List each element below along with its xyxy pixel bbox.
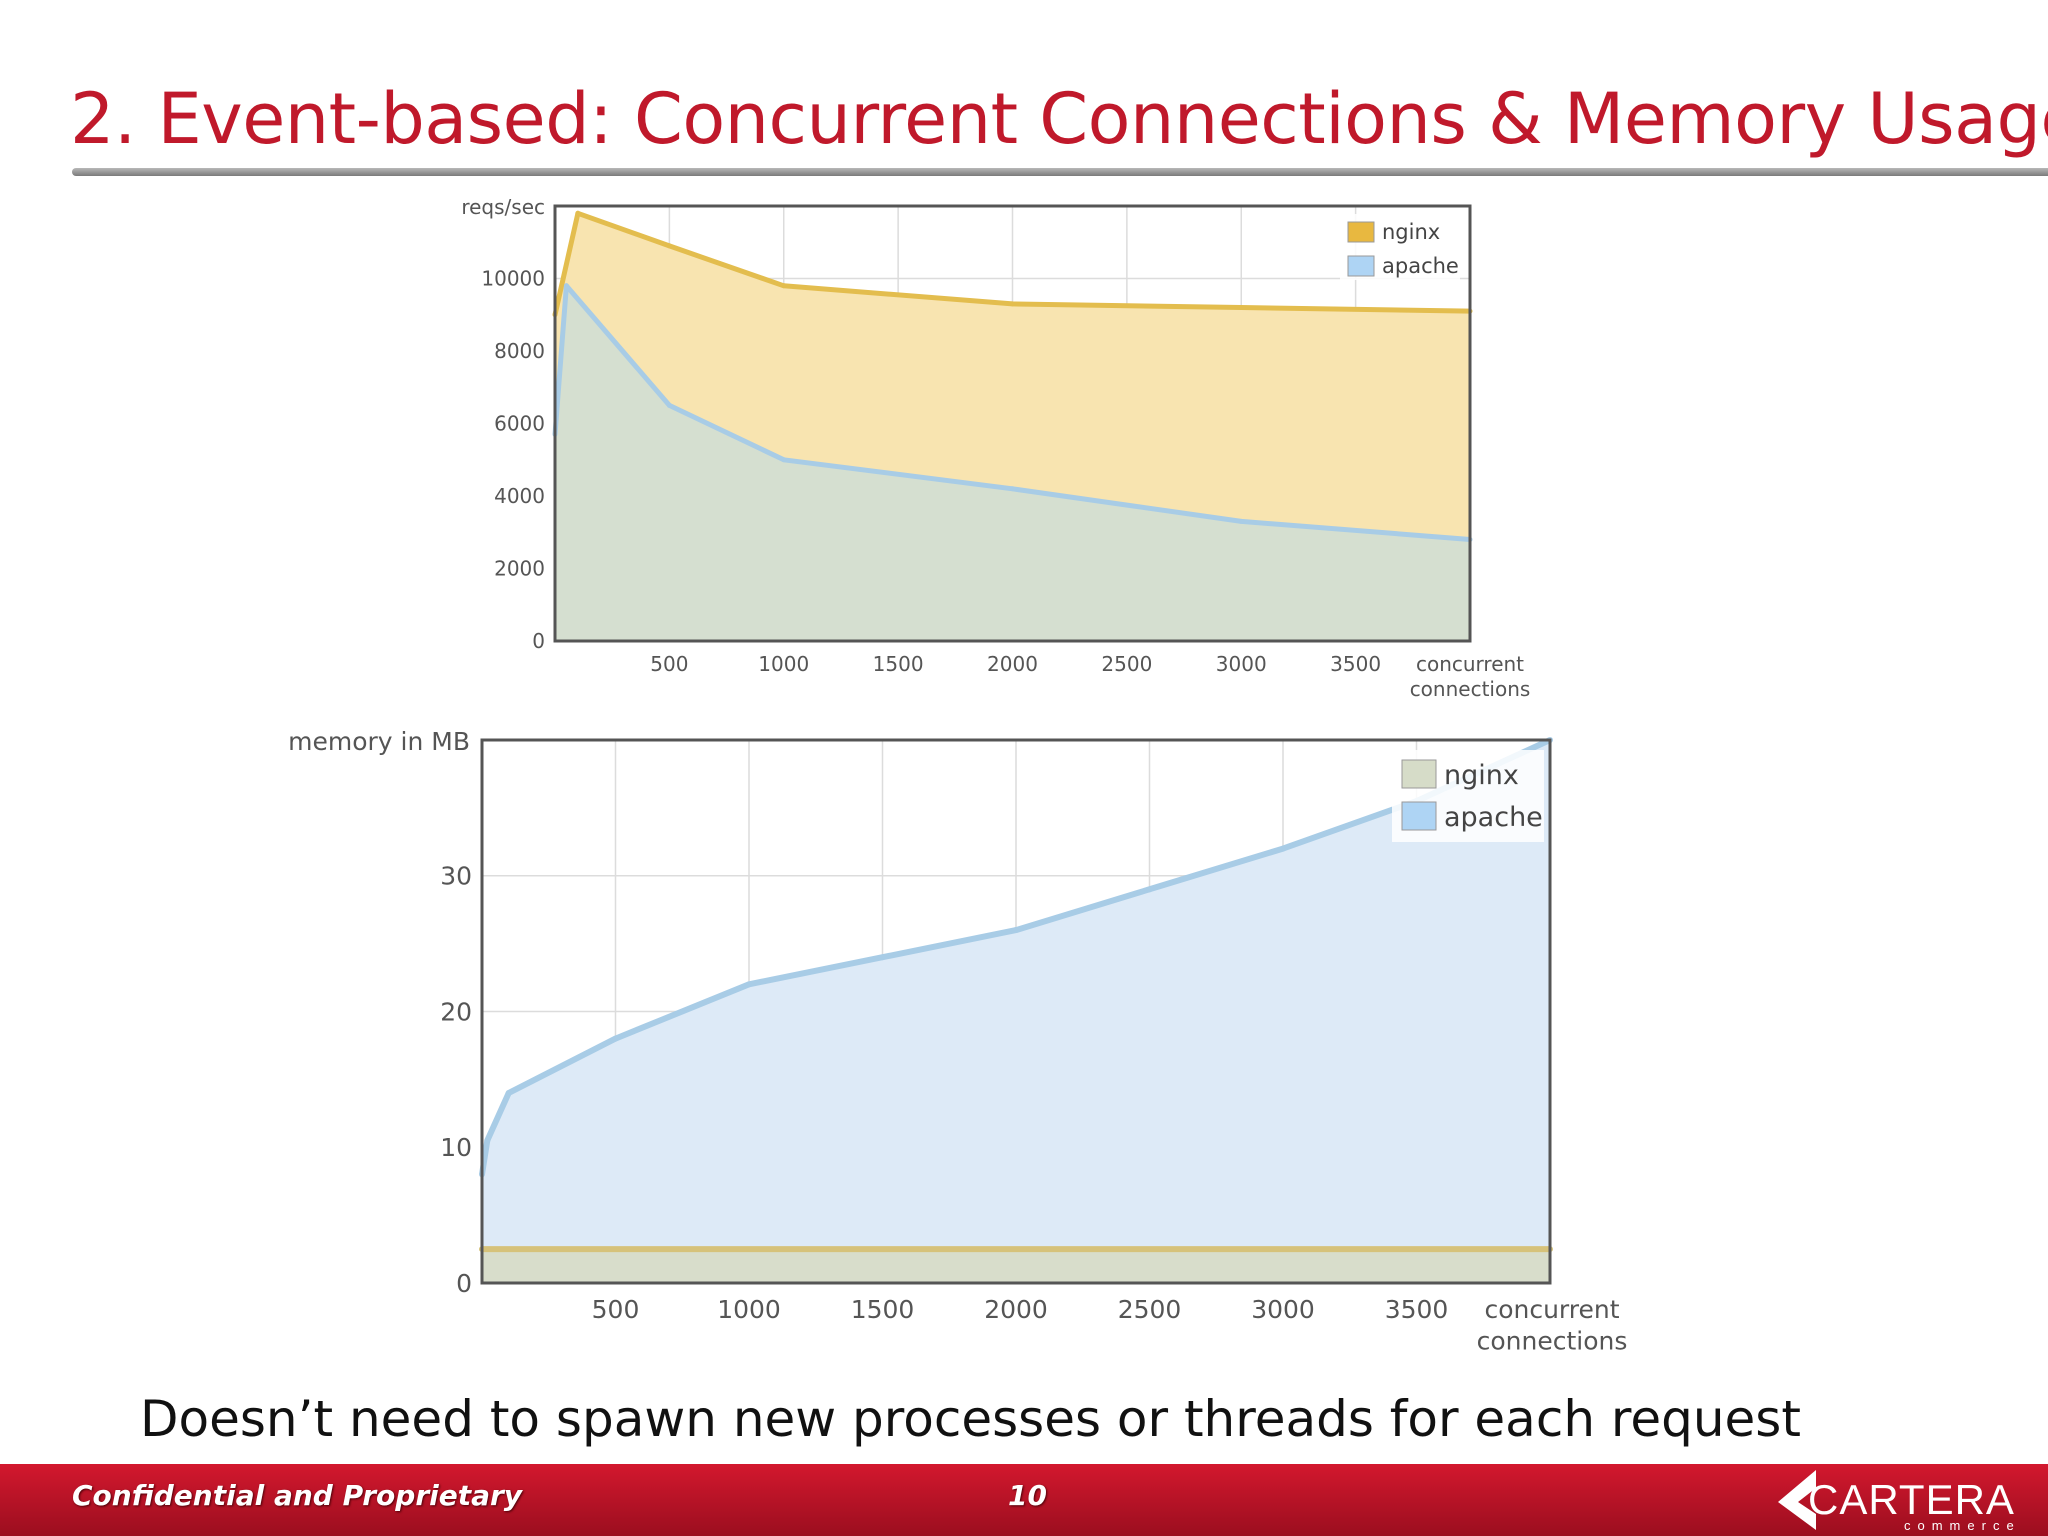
data-point-apache xyxy=(484,1137,491,1144)
legend-label-apache: apache xyxy=(1444,802,1543,833)
x-tick-label: 500 xyxy=(592,1295,640,1324)
data-point-apache xyxy=(746,981,752,988)
x-tick-label: 3000 xyxy=(1216,652,1267,676)
footer-confidential-label: Confidential and Proprietary xyxy=(72,1479,523,1512)
x-tick-label: 1500 xyxy=(851,1295,915,1324)
legend-swatch-nginx xyxy=(1401,759,1437,789)
y-tick-label: 0 xyxy=(456,1269,472,1298)
data-point-apache xyxy=(1280,845,1286,852)
data-point-nginx xyxy=(1238,305,1244,310)
y-tick-label: 0 xyxy=(532,629,545,653)
data-point-nginx xyxy=(666,243,672,249)
data-point-apache xyxy=(1010,486,1015,492)
cartera-logo-mark-icon xyxy=(1778,1470,1816,1530)
logo-wordmark: CARTERA xyxy=(1808,1476,2015,1523)
x-tick-label: 1000 xyxy=(758,652,809,676)
x-tick-label: 3500 xyxy=(1330,652,1381,676)
y-axis-label: memory in MB xyxy=(288,727,470,756)
page-number: 10 xyxy=(1008,1479,1047,1512)
legend-label-nginx: nginx xyxy=(1444,760,1519,791)
data-point-apache xyxy=(666,402,672,408)
x-axis-label: connections xyxy=(1477,1326,1628,1355)
data-point-apache xyxy=(1146,886,1153,893)
requests-per-second-chart: 500 1000 1500 2000 2500 3000 3500 0 2000 4000 6000… xyxy=(461,196,1531,701)
x-tick-label: 2000 xyxy=(984,1295,1048,1324)
y-tick-label: 20 xyxy=(440,997,472,1026)
cartera-logo: CARTERA commerce xyxy=(1778,1470,2021,1532)
data-point-nginx xyxy=(575,210,581,216)
series-area-apache xyxy=(555,285,1470,641)
legend-label-nginx: nginx xyxy=(1382,220,1440,244)
footer-bar: Confidential and Proprietary 10 CARTERA … xyxy=(0,1464,2048,1536)
y-axis-label: reqs/sec xyxy=(461,196,545,219)
plot-frame xyxy=(480,738,1552,1285)
x-tick-label: 1500 xyxy=(873,652,924,676)
x-tick-label: 500 xyxy=(650,652,688,676)
title-divider xyxy=(72,168,2048,176)
data-point-apache xyxy=(1013,927,1019,934)
y-tick-label: 30 xyxy=(440,862,472,891)
logo-subtext: commerce xyxy=(1904,1518,2021,1532)
data-point-nginx xyxy=(1010,301,1015,307)
slide-title: 2. Event-based: Concurrent Connections &… xyxy=(70,78,2048,160)
data-point-apache xyxy=(505,1089,512,1096)
data-point-apache xyxy=(563,283,569,289)
x-tick-label: 2000 xyxy=(987,652,1038,676)
data-point-apache xyxy=(1238,518,1244,524)
y-tick-label: 2000 xyxy=(494,557,545,581)
y-tick-label: 6000 xyxy=(494,412,545,436)
plot-frame xyxy=(553,204,1472,643)
x-tick-label: 2500 xyxy=(1118,1295,1182,1324)
data-point-apache xyxy=(781,457,787,463)
x-tick-label: 1000 xyxy=(717,1295,781,1324)
series-area-apache xyxy=(482,740,1550,1283)
x-tick-label: 3500 xyxy=(1385,1295,1449,1324)
data-point-apache xyxy=(879,954,886,961)
data-point-apache xyxy=(612,1035,619,1042)
legend-label-apache: apache xyxy=(1382,254,1459,278)
data-point-nginx xyxy=(781,283,787,289)
y-tick-label: 10000 xyxy=(481,267,545,291)
x-axis-label: concurrent xyxy=(1484,1295,1619,1324)
x-axis-label: connections xyxy=(1410,677,1531,701)
x-axis-label: concurrent xyxy=(1416,652,1524,676)
legend-swatch-apache xyxy=(1401,801,1437,831)
memory-usage-chart: 500 1000 1500 2000 2500 3000 3500 0 10 20 30 memory… xyxy=(288,727,1628,1355)
y-tick-label: 10 xyxy=(440,1133,472,1162)
x-tick-label: 2500 xyxy=(1101,652,1152,676)
legend-swatch-nginx xyxy=(1347,221,1375,243)
series-area-nginx xyxy=(482,1249,1550,1283)
slide-caption: Doesn’t need to spawn new processes or t… xyxy=(140,1390,1801,1448)
y-tick-label: 8000 xyxy=(494,339,545,363)
legend-swatch-apache xyxy=(1347,255,1375,277)
y-tick-label: 4000 xyxy=(494,484,545,508)
x-tick-label: 3000 xyxy=(1251,1295,1315,1324)
